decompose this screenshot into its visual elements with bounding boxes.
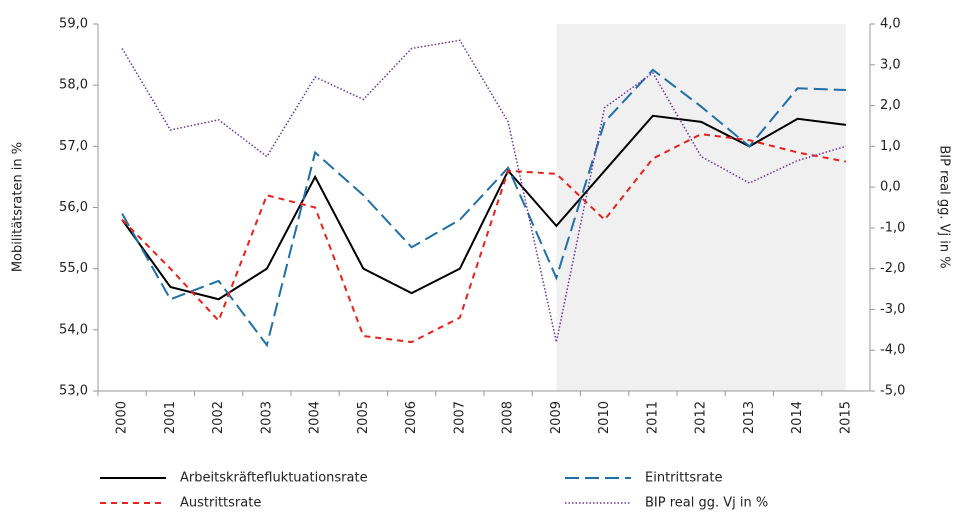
x-tick-label: 2015 — [838, 401, 853, 434]
y-tick-label: 56,0 — [59, 200, 88, 215]
shaded-range — [556, 24, 846, 391]
x-tick-label: 2000 — [115, 401, 130, 434]
y2-tick-label: -1,0 — [880, 220, 905, 235]
y2-tick-label: -3,0 — [880, 302, 905, 317]
legend-label: Arbeitskräftefluktuationsrate — [180, 471, 368, 486]
x-tick-label: 2012 — [694, 401, 709, 434]
y2-tick-label: -2,0 — [880, 261, 905, 276]
y2-tick-label: 1,0 — [880, 139, 901, 154]
x-tick-label: 2003 — [259, 401, 274, 434]
y-tick-label: 54,0 — [59, 322, 88, 337]
x-tick-label: 2009 — [549, 401, 564, 434]
x-tick-label: 2010 — [597, 401, 612, 434]
x-tick-label: 2002 — [211, 401, 226, 434]
y-tick-label: 53,0 — [59, 384, 88, 399]
y-tick-label: 55,0 — [59, 261, 88, 276]
legend-label: Eintrittsrate — [645, 471, 723, 486]
y2-tick-label: 2,0 — [880, 98, 901, 113]
series-line — [121, 114, 847, 301]
x-tick-label: 2011 — [645, 401, 660, 434]
x-tick-label: 2001 — [163, 401, 178, 434]
x-tick-label: 2013 — [742, 401, 757, 434]
y2-tick-label: 4,0 — [880, 17, 901, 32]
y-axis-label: Mobilitätsraten in % — [11, 142, 26, 272]
y2-tick-label: -4,0 — [880, 343, 905, 358]
y-tick-label: 58,0 — [59, 78, 88, 93]
y2-tick-label: -5,0 — [880, 384, 905, 399]
x-tick-label: 2004 — [308, 401, 323, 434]
series-line — [121, 133, 847, 344]
x-tick-label: 2014 — [790, 401, 805, 434]
y-tick-label: 57,0 — [59, 139, 88, 154]
x-tick-label: 2006 — [404, 401, 419, 434]
y2-axis-label: BIP real gg. Vj in % — [937, 145, 952, 268]
legend-label: Austrittsrate — [180, 496, 261, 511]
x-tick-label: 2007 — [452, 401, 467, 434]
series-line — [121, 68, 846, 348]
y2-tick-label: 3,0 — [880, 57, 901, 72]
x-tick-label: 2005 — [356, 401, 371, 434]
y2-tick-label: 0,0 — [880, 180, 901, 195]
legend-label: BIP real gg. Vj in % — [645, 496, 768, 511]
x-tick-label: 2008 — [501, 401, 516, 434]
y-tick-label: 59,0 — [59, 17, 88, 32]
